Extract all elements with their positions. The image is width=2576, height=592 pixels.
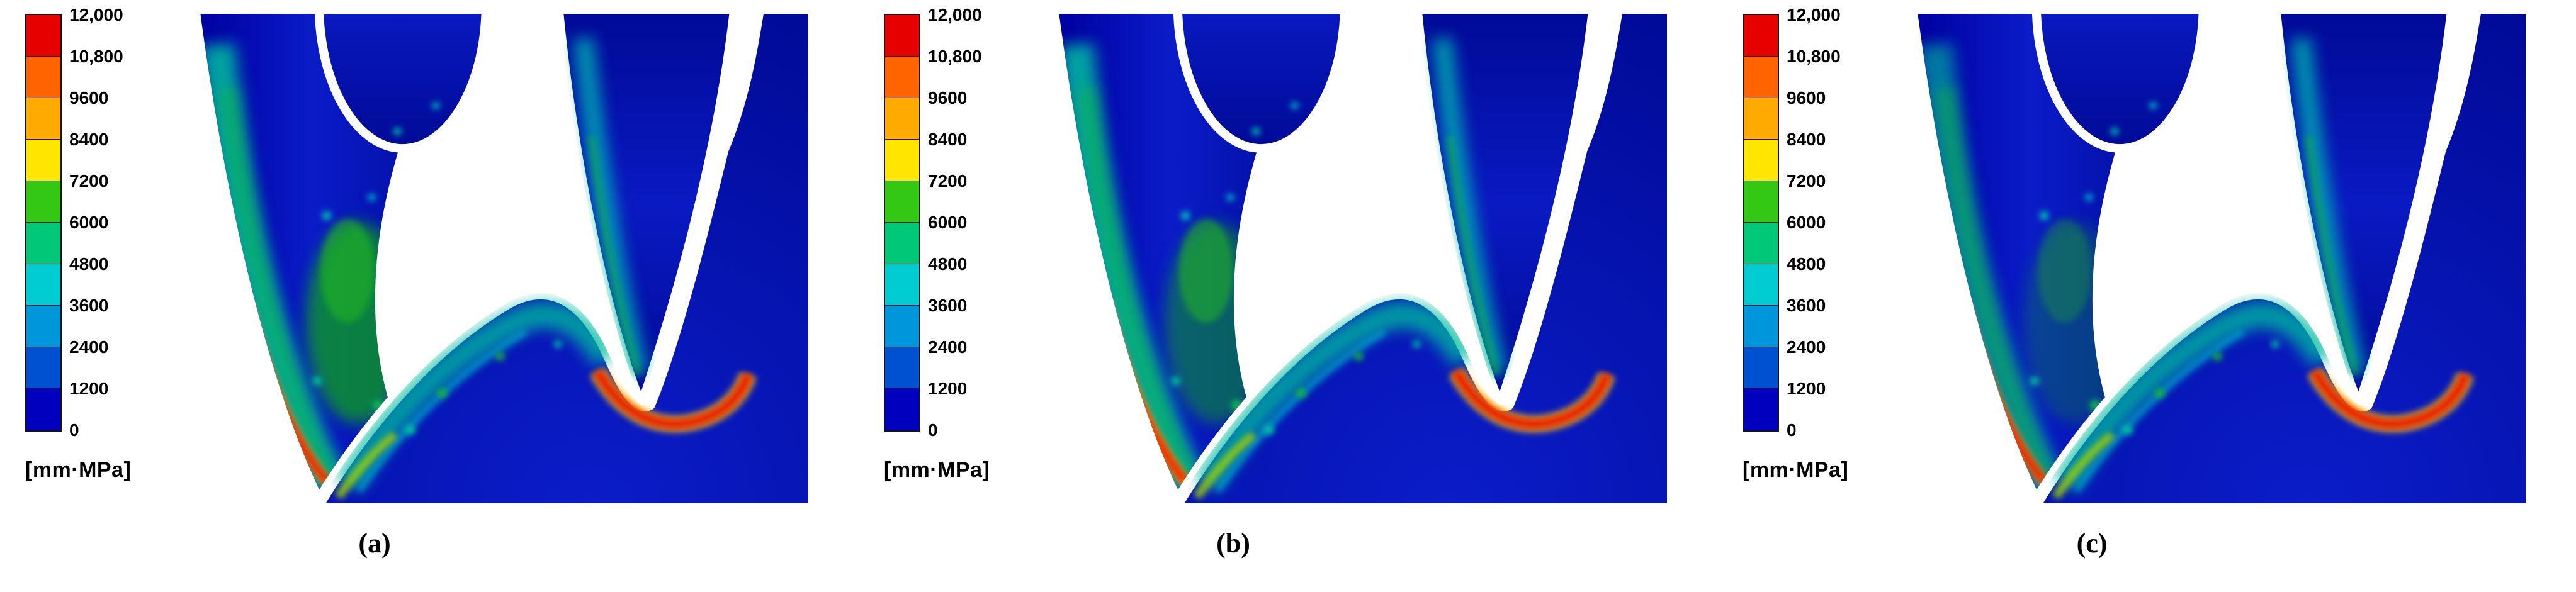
colorbar-cell [885,57,919,98]
colorbar-cell [885,140,919,181]
colorbar-cell [885,389,919,430]
colorbar-cell [26,264,60,306]
colorbar-tick-label: 4800 [928,254,968,274]
colorbar-legend: 12,000 10,800 9600 8400 7200 6000 4800 3600 2400… [1743,6,1875,483]
unit-label: [mm·MPa] [884,458,990,482]
colorbar-tick-label: 12,000 [69,5,123,25]
colorbar-tick-label: 2400 [69,337,109,357]
colorbar-cell [1744,306,1778,347]
subfigure-label: (a) [358,528,391,559]
colorbar-tick-label: 6000 [928,213,968,232]
colorbar-legend: 12,000 10,800 9600 8400 7200 6000 4800 3600 2400… [25,6,157,483]
colorbar-tick-label: 8400 [69,130,109,149]
colorbar-cell [26,15,60,57]
panel-body: 12,000 10,800 9600 8400 7200 6000 4800 3600 2400… [1743,6,2576,503]
colorbar-cell [26,306,60,347]
colorbar-scale: 12,000 10,800 9600 8400 7200 6000 4800 3600 2400… [1743,6,1875,439]
panel-a: 12,000 10,800 9600 8400 7200 6000 4800 3600 2400… [0,0,859,592]
colorbar-ticks: 12,000 10,800 9600 8400 7200 6000 4800 3600 2400… [1787,6,1868,439]
colorbar-tick-label: 1200 [69,379,109,398]
colorbar-scale: 12,000 10,800 9600 8400 7200 6000 4800 3600 2400… [25,6,157,439]
colorbar-tick-label: 12,000 [928,5,982,25]
contour-render [1884,14,2526,503]
colorbar-tick-label: 4800 [69,254,109,274]
colorbar-tick-label: 4800 [1787,254,1826,274]
subfigure-label: (c) [2076,528,2108,559]
colorbar-cell [1744,389,1778,430]
colorbar-tick-label: 6000 [1787,213,1826,232]
colorbar-tick-label: 8400 [1787,130,1826,149]
colorbar-cell [26,389,60,430]
colorbar-cell [1744,140,1778,181]
colorbar-tick-label: 2400 [1787,337,1826,357]
colorbar-tick-label: 3600 [69,296,109,315]
colorbar-tick-label: 9600 [1787,88,1826,108]
colorbar-ticks: 12,000 10,800 9600 8400 7200 6000 4800 3600 2400… [69,6,151,439]
colorbar-tick-label: 0 [1787,420,1797,440]
colorbar-cell [1744,57,1778,98]
fea-contour-plot [1059,14,1667,503]
colorbar-cell [885,181,919,223]
colorbar-cells [884,14,920,432]
colorbar-tick-label: 12,000 [1787,5,1841,25]
panel-b: 12,000 10,800 9600 8400 7200 6000 4800 3600 2400… [859,0,1717,592]
contour-render [1025,14,1667,503]
colorbar-tick-label: 0 [928,420,938,440]
colorbar-tick-label: 10,800 [1787,47,1841,66]
colorbar-scale: 12,000 10,800 9600 8400 7200 6000 4800 3600 2400… [884,6,1016,439]
colorbar-tick-label: 1200 [928,379,968,398]
colorbar-cell [885,223,919,264]
colorbar-legend: 12,000 10,800 9600 8400 7200 6000 4800 3600 2400… [884,6,1016,483]
colorbar-cell [26,140,60,181]
colorbar-cell [885,347,919,389]
colorbar-tick-label: 10,800 [928,47,982,66]
unit-label: [mm·MPa] [25,458,132,482]
contour-render [166,14,808,503]
colorbar-cell [26,223,60,264]
colorbar-cell [885,15,919,57]
colorbar-tick-label: 2400 [928,337,968,357]
colorbar-tick-label: 7200 [1787,171,1826,191]
colorbar-cell [885,264,919,306]
fea-contour-plot [1918,14,2526,503]
colorbar-ticks: 12,000 10,800 9600 8400 7200 6000 4800 3600 2400… [928,6,1010,439]
panel-body: 12,000 10,800 9600 8400 7200 6000 4800 3600 2400… [884,6,1717,503]
colorbar-cell [26,57,60,98]
colorbar-cell [1744,223,1778,264]
colorbar-tick-label: 8400 [928,130,968,149]
colorbar-tick-label: 9600 [928,88,968,108]
fea-contour-plot [200,14,808,503]
colorbar-tick-label: 0 [69,420,79,440]
subfigure-label: (b) [1216,528,1250,559]
colorbar-tick-label: 10,800 [69,47,123,66]
colorbar-cell [1744,15,1778,57]
colorbar-tick-label: 3600 [1787,296,1826,315]
colorbar-cell [1744,181,1778,223]
colorbar-cells [25,14,62,432]
colorbar-cells [1743,14,1779,432]
colorbar-cell [885,306,919,347]
colorbar-cell [885,98,919,140]
colorbar-cell [26,181,60,223]
panel-body: 12,000 10,800 9600 8400 7200 6000 4800 3600 2400… [25,6,859,503]
colorbar-tick-label: 7200 [928,171,968,191]
unit-label: [mm·MPa] [1743,458,1849,482]
colorbar-cell [1744,347,1778,389]
colorbar-cell [26,98,60,140]
panel-c: 12,000 10,800 9600 8400 7200 6000 4800 3600 2400… [1717,0,2576,592]
colorbar-cell [1744,98,1778,140]
colorbar-tick-label: 6000 [69,213,109,232]
colorbar-cell [1744,264,1778,306]
colorbar-tick-label: 1200 [1787,379,1826,398]
colorbar-tick-label: 9600 [69,88,109,108]
colorbar-cell [26,347,60,389]
colorbar-tick-label: 7200 [69,171,109,191]
colorbar-tick-label: 3600 [928,296,968,315]
